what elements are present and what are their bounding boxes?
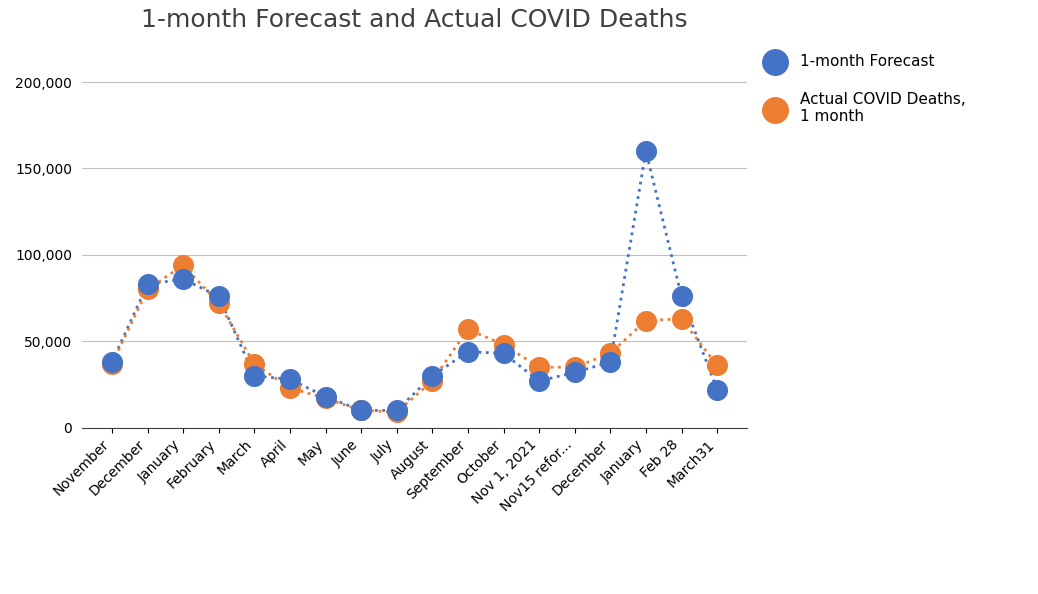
Actual COVID Deaths,
1 month [318,394,334,403]
1-month Forecast [174,274,191,284]
1-month Forecast [139,280,156,289]
1-month Forecast [318,392,334,402]
Actual COVID Deaths,
1 month [353,406,370,415]
1-month Forecast [353,406,370,415]
1-month Forecast [246,371,263,381]
1-month Forecast [460,347,476,356]
Actual COVID Deaths,
1 month [495,340,512,349]
1-month Forecast [530,376,547,386]
1-month Forecast [281,375,298,384]
Actual COVID Deaths,
1 month [211,299,227,308]
Actual COVID Deaths,
1 month [602,349,619,358]
1-month Forecast [674,292,690,301]
1-month Forecast [567,368,583,377]
Legend: 1-month Forecast, Actual COVID Deaths,
1 month: 1-month Forecast, Actual COVID Deaths, 1… [754,48,972,130]
1-month Forecast [602,357,619,366]
Actual COVID Deaths,
1 month [246,359,263,368]
Actual COVID Deaths,
1 month [104,359,120,368]
Actual COVID Deaths,
1 month [637,316,654,326]
1-month Forecast [104,357,120,366]
Actual COVID Deaths,
1 month [709,361,726,370]
Actual COVID Deaths,
1 month [425,376,441,386]
Actual COVID Deaths,
1 month [174,261,191,270]
1-month Forecast [211,292,227,301]
1-month Forecast [425,371,441,381]
Actual COVID Deaths,
1 month [139,285,156,294]
Actual COVID Deaths,
1 month [674,314,690,324]
Actual COVID Deaths,
1 month [567,362,583,372]
Actual COVID Deaths,
1 month [388,407,405,417]
1-month Forecast [495,349,512,358]
Actual COVID Deaths,
1 month [530,362,547,372]
1-month Forecast [709,385,726,394]
Title: 1-month Forecast and Actual COVID Deaths: 1-month Forecast and Actual COVID Deaths [141,8,688,31]
1-month Forecast [388,406,405,415]
1-month Forecast [637,147,654,156]
Actual COVID Deaths,
1 month [281,383,298,393]
Actual COVID Deaths,
1 month [460,324,476,334]
